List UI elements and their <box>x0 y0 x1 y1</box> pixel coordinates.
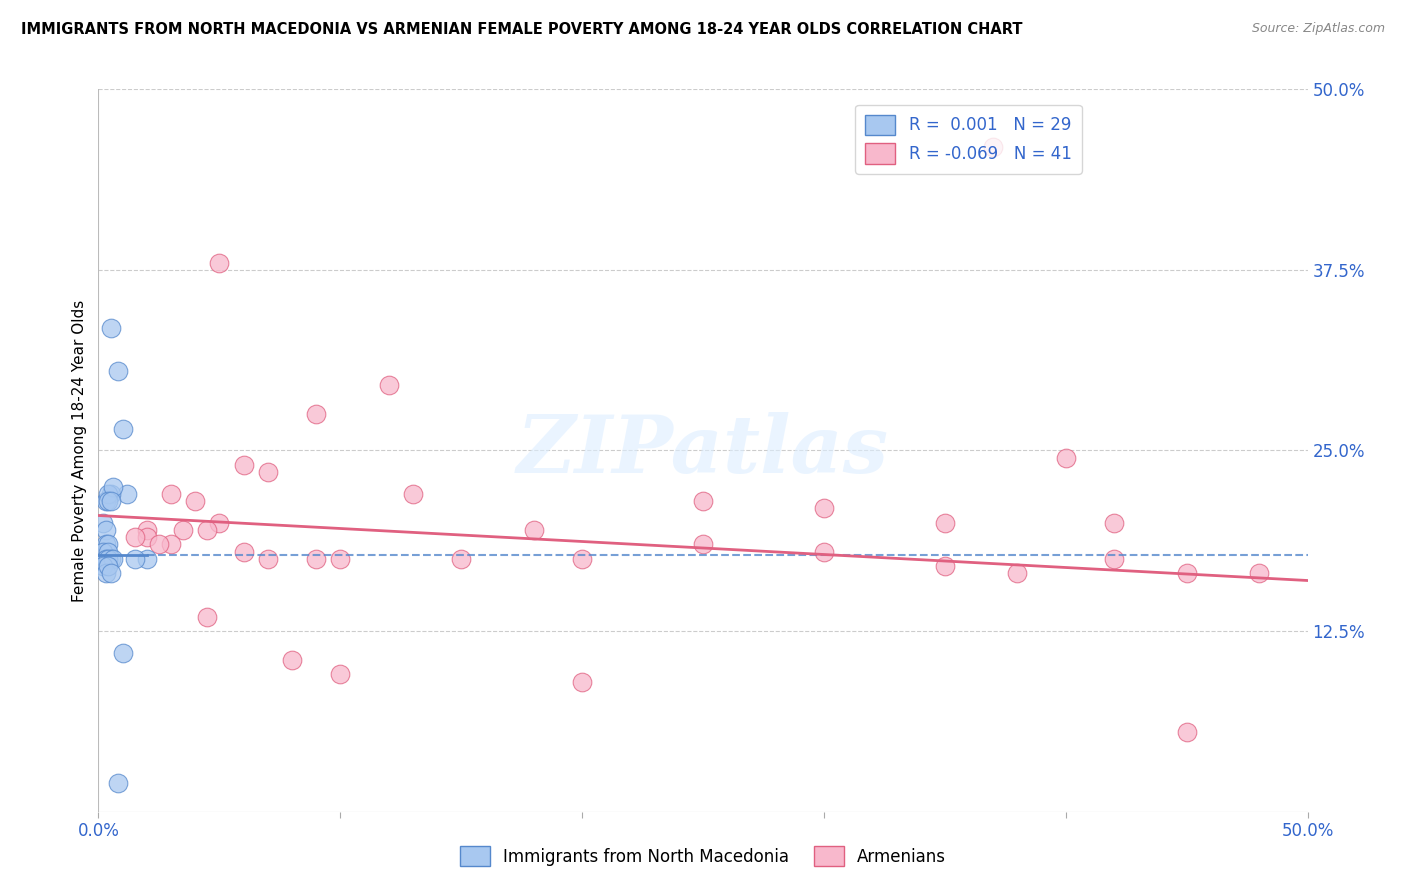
Point <box>148 537 170 551</box>
Point <box>97 559 120 574</box>
Point <box>813 544 835 558</box>
Legend: Immigrants from North Macedonia, Armenians: Immigrants from North Macedonia, Armenia… <box>453 839 953 873</box>
Point <box>111 646 134 660</box>
Point <box>402 487 425 501</box>
Point <box>97 537 120 551</box>
Point <box>934 559 956 574</box>
Point <box>232 458 254 472</box>
Point <box>124 530 146 544</box>
Point <box>1175 725 1198 739</box>
Point <box>305 407 328 421</box>
Point <box>101 480 124 494</box>
Point <box>135 551 157 566</box>
Point <box>692 494 714 508</box>
Point <box>91 559 114 574</box>
Text: Source: ZipAtlas.com: Source: ZipAtlas.com <box>1251 22 1385 36</box>
Point <box>100 320 122 334</box>
Point <box>94 551 117 566</box>
Point <box>94 494 117 508</box>
Point <box>1054 450 1077 465</box>
Point <box>195 523 218 537</box>
Point <box>97 487 120 501</box>
Point <box>256 465 278 479</box>
Point <box>571 674 593 689</box>
Point <box>208 255 231 269</box>
Point <box>135 530 157 544</box>
Point <box>523 523 546 537</box>
Point <box>1007 566 1029 581</box>
Point <box>107 776 129 790</box>
Point <box>1249 566 1271 581</box>
Point <box>281 653 304 667</box>
Point <box>94 523 117 537</box>
Point <box>94 551 117 566</box>
Point <box>692 537 714 551</box>
Point <box>305 551 328 566</box>
Point <box>91 516 114 530</box>
Point <box>100 551 122 566</box>
Point <box>117 487 139 501</box>
Point <box>981 140 1004 154</box>
Point <box>94 537 117 551</box>
Point <box>208 516 231 530</box>
Point <box>377 378 399 392</box>
Point <box>160 487 183 501</box>
Point <box>329 667 352 681</box>
Point <box>172 523 194 537</box>
Point <box>1102 516 1125 530</box>
Point <box>195 609 218 624</box>
Point <box>101 551 124 566</box>
Point <box>232 544 254 558</box>
Point <box>107 364 129 378</box>
Point <box>94 566 117 581</box>
Point <box>571 551 593 566</box>
Point <box>111 422 134 436</box>
Point <box>100 494 122 508</box>
Point <box>256 551 278 566</box>
Point <box>329 551 352 566</box>
Point <box>813 501 835 516</box>
Point <box>135 523 157 537</box>
Point <box>100 566 122 581</box>
Text: ZIPatlas: ZIPatlas <box>517 412 889 489</box>
Point <box>91 544 114 558</box>
Legend: R =  0.001   N = 29, R = -0.069   N = 41: R = 0.001 N = 29, R = -0.069 N = 41 <box>855 104 1081 174</box>
Point <box>450 551 472 566</box>
Point <box>124 551 146 566</box>
Point <box>1175 566 1198 581</box>
Y-axis label: Female Poverty Among 18-24 Year Olds: Female Poverty Among 18-24 Year Olds <box>72 300 87 601</box>
Point <box>160 537 183 551</box>
Point <box>100 487 122 501</box>
Point <box>97 551 120 566</box>
Point <box>184 494 207 508</box>
Point <box>97 494 120 508</box>
Point <box>97 544 120 558</box>
Text: IMMIGRANTS FROM NORTH MACEDONIA VS ARMENIAN FEMALE POVERTY AMONG 18-24 YEAR OLDS: IMMIGRANTS FROM NORTH MACEDONIA VS ARMEN… <box>21 22 1022 37</box>
Point <box>1102 551 1125 566</box>
Point <box>934 516 956 530</box>
